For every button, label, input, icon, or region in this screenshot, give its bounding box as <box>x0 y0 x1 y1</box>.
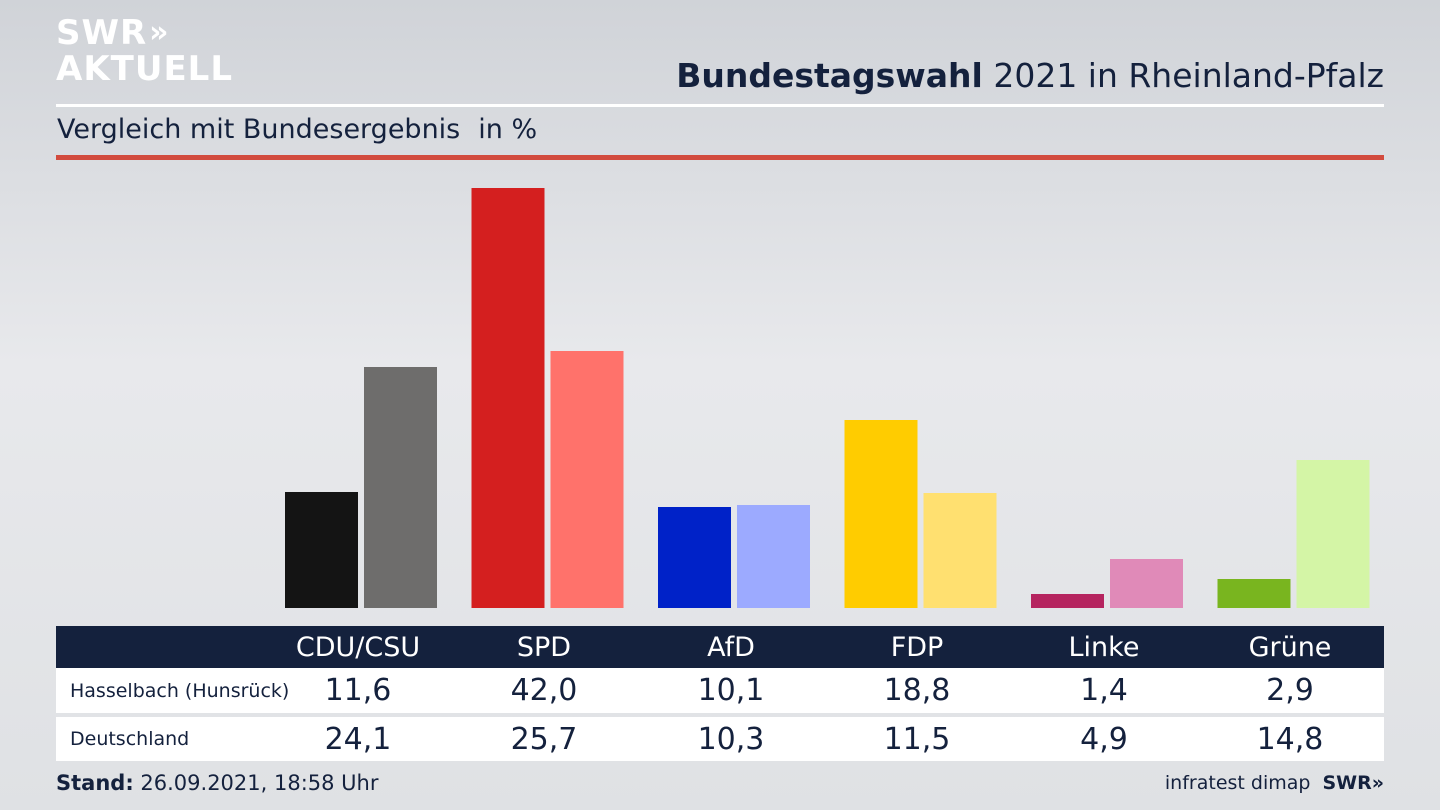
value-cell: 24,1 <box>324 721 392 757</box>
value-cell: 11,6 <box>324 673 392 708</box>
logo-aktuell-text: AKTUELL <box>56 49 234 89</box>
row-label-deutschland: Deutschland <box>70 728 190 750</box>
value-cell: 42,0 <box>510 673 578 708</box>
bar-afd-deutschland <box>737 505 810 608</box>
timestamp: Stand: 26.09.2021, 18:58 Uhr <box>56 771 379 795</box>
chart-title-bold: Bundestagswahl <box>676 56 983 95</box>
subtitle-text: Vergleich mit Bundesergebnis <box>57 114 461 145</box>
chart-subtitle: Vergleich mit Bundesergebnis in % <box>57 114 537 145</box>
value-cell: 2,9 <box>1266 673 1314 708</box>
party-header-cdu-csu: CDU/CSU <box>295 631 421 663</box>
table-header: CDU/CSU SPD AfD FDP Linke Grüne <box>56 626 1384 668</box>
chart-title-rest: 2021 in Rheinland-Pfalz <box>982 56 1384 95</box>
value-cell: 11,5 <box>883 721 951 757</box>
bar-spd-hasselbach <box>471 188 545 608</box>
swr-logo-small: SWR» <box>1322 772 1384 794</box>
unit-label: in % <box>478 114 538 145</box>
bar-spd-deutschland <box>550 351 624 608</box>
value-cell: 14,8 <box>1256 721 1324 757</box>
bar-gruene-deutschland <box>1296 460 1370 608</box>
value-cell: 10,3 <box>697 721 765 757</box>
bar-linke-deutschland <box>1110 559 1183 608</box>
bar-fdp-deutschland <box>923 493 997 608</box>
chart-title: Bundestagswahl 2021 in Rheinland-Pfalz <box>676 56 1384 95</box>
party-header-spd: SPD <box>516 631 572 663</box>
stand-label: Stand: <box>56 771 134 795</box>
party-header-afd: AfD <box>707 631 755 663</box>
value-cell: 18,8 <box>883 673 951 708</box>
value-cell: 4,9 <box>1080 721 1128 757</box>
row-label-hasselbach: Hasselbach (Hunsrück) <box>70 679 290 702</box>
party-header-linke: Linke <box>1068 631 1140 663</box>
value-cell: 25,7 <box>510 721 578 757</box>
swr-aktuell-logo: SWR» AKTUELL <box>56 16 233 86</box>
value-cell: 1,4 <box>1080 673 1128 708</box>
table-row: Hasselbach (Hunsrück) 11,6 42,0 10,1 18,… <box>56 668 1384 713</box>
bar-cdu-csu-deutschland <box>364 367 437 608</box>
bar-linke-hasselbach <box>1031 594 1104 608</box>
bar-afd-hasselbach <box>658 507 731 608</box>
source-credit: infratest dimap SWR» <box>1165 772 1384 794</box>
results-table: CDU/CSU SPD AfD FDP Linke Grüne Hasselba… <box>56 626 1384 761</box>
title-divider <box>56 104 1384 107</box>
table-row: Deutschland 24,1 25,7 10,3 11,5 4,9 14,8 <box>56 717 1384 761</box>
value-cell: 10,1 <box>697 673 765 708</box>
stand-value: 26.09.2021, 18:58 Uhr <box>133 771 379 795</box>
party-header-gruene: Grüne <box>1248 631 1332 663</box>
bar-gruene-hasselbach <box>1217 579 1291 608</box>
bar-chart <box>285 188 1370 608</box>
bar-cdu-csu-hasselbach <box>285 492 358 608</box>
logo-swr-text: SWR <box>56 13 148 53</box>
bar-fdp-hasselbach <box>844 420 918 608</box>
source-text: infratest dimap <box>1164 772 1311 794</box>
subtitle-divider <box>56 155 1384 160</box>
party-header-fdp: FDP <box>890 631 944 663</box>
